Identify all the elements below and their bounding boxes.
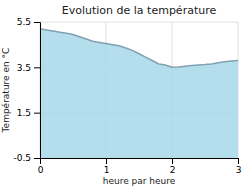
tick: 3 xyxy=(236,158,242,175)
tick: 2 xyxy=(170,158,176,175)
title: Evolution de la température xyxy=(62,4,217,17)
tick-mark xyxy=(34,158,40,159)
tick-mark xyxy=(34,67,40,68)
grid xyxy=(40,22,238,158)
tick-label: 1.5 xyxy=(17,108,31,118)
tick: 5.5 xyxy=(17,17,40,27)
y-axis: -0.5 1.5 3.5 5.5 xyxy=(13,17,40,163)
x-axis-label: heure par heure xyxy=(103,176,176,186)
tick: 1 xyxy=(104,158,110,175)
chart: 0 1 2 3 -0.5 1.5 3.5 5.5 Evolution de la tempéra… xyxy=(0,0,250,188)
tick-mark xyxy=(238,158,239,164)
tick: -0.5 xyxy=(13,153,40,163)
area xyxy=(40,29,238,158)
tick: 3.5 xyxy=(17,63,40,73)
tick-label: 0 xyxy=(38,165,44,175)
tick-label: 5.5 xyxy=(17,17,31,27)
line xyxy=(40,29,238,68)
tick-mark xyxy=(172,158,173,164)
tick-label: 3 xyxy=(236,165,242,175)
tick-label: -0.5 xyxy=(13,153,31,163)
grid-line xyxy=(40,22,238,23)
tick-mark xyxy=(106,158,107,164)
tick-mark xyxy=(34,113,40,114)
tick: 0 xyxy=(38,158,44,175)
axis-line xyxy=(41,159,239,165)
tick-label: 3.5 xyxy=(17,63,31,73)
plot: 0 1 2 3 -0.5 1.5 3.5 5.5 xyxy=(13,17,241,175)
x-axis: 0 1 2 3 xyxy=(38,158,242,175)
axis-line xyxy=(34,23,41,159)
tick: 1.5 xyxy=(17,108,40,118)
tick-label: 2 xyxy=(170,165,176,175)
tick-label: 1 xyxy=(104,165,110,175)
tick-mark xyxy=(34,22,40,23)
y-axis-label: Température en °C xyxy=(1,48,11,134)
marks xyxy=(40,29,238,158)
